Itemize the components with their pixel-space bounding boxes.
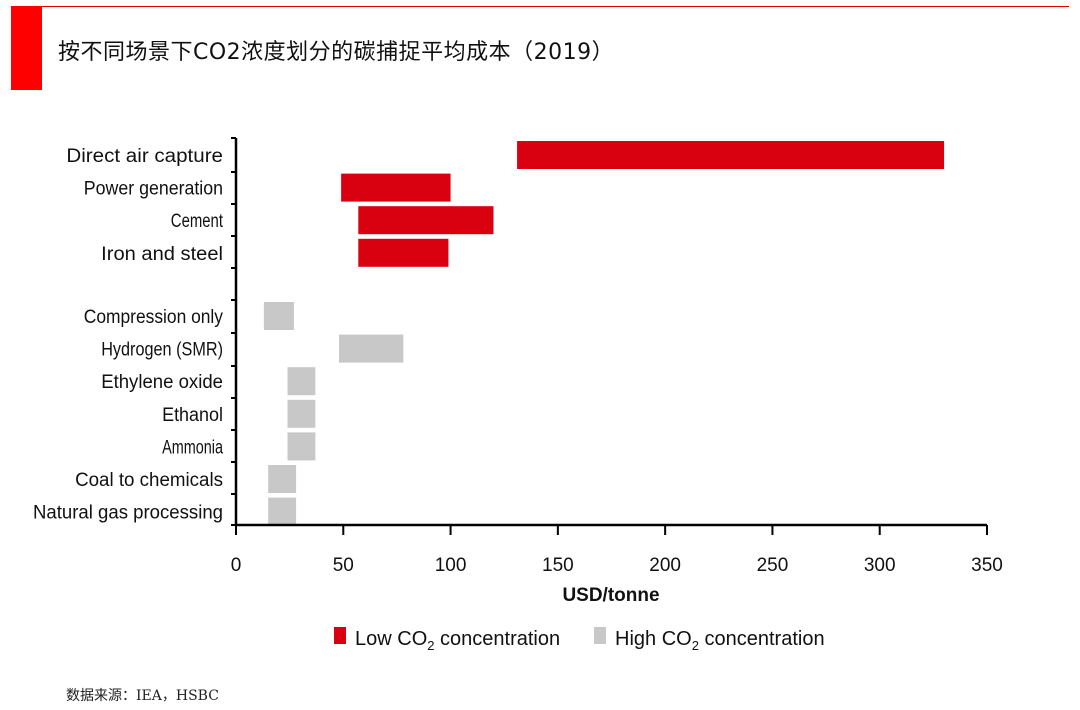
legend: Low CO2 concentration High CO2 concentrat…	[334, 627, 825, 653]
header-accent-block	[11, 6, 42, 90]
x-tick-label: 100	[435, 555, 467, 576]
legend-swatch-low	[334, 627, 346, 644]
bar-coal-to-chemicals	[268, 465, 297, 493]
category-label: Natural gas processing	[33, 503, 223, 524]
category-label: Direct air capture	[66, 146, 223, 167]
bar-cement	[358, 206, 494, 235]
header-top-line	[11, 6, 1069, 7]
category-label: Ethanol	[162, 405, 223, 426]
category-label: Hydrogen (SMR)	[101, 340, 223, 361]
x-axis-label: USD/tonne	[562, 585, 659, 606]
bar-compression-only	[263, 302, 294, 330]
x-tick-label: 0	[231, 555, 242, 576]
source-note: 数据来源：IEA，HSBC	[66, 688, 219, 704]
x-tick-label: 300	[864, 555, 896, 576]
category-label: Power generation	[84, 179, 223, 200]
bar-ethanol	[287, 399, 316, 428]
bar-direct-air-capture	[517, 141, 945, 169]
legend-label-high: High CO2 concentration	[615, 628, 825, 653]
bar-iron-and-steel	[358, 238, 449, 267]
bar-natural-gas-processing	[268, 497, 297, 526]
category-label: Compression only	[84, 307, 224, 328]
category-label: Cement	[171, 211, 224, 232]
bar-power-generation	[341, 173, 451, 202]
legend-label-low: Low CO2 concentration	[355, 628, 560, 653]
x-tick-label: 200	[649, 555, 681, 576]
x-tick-label: 50	[333, 555, 354, 576]
x-tick-label: 250	[757, 555, 789, 576]
x-tick-label: 350	[971, 555, 1003, 576]
bar-hydrogen-smr	[338, 334, 404, 363]
bars-group	[263, 141, 945, 526]
category-label: Ethylene oxide	[101, 372, 223, 393]
bar-ammonia	[287, 432, 316, 461]
labels-group: Direct air capture Power generation Cement…	[33, 146, 224, 524]
page-title: 按不同场景下CO2浓度划分的碳捕捉平均成本（2019）	[58, 40, 615, 65]
axes-group: 0 50 100 150 200 250 300 350	[231, 137, 1003, 576]
bar-ethylene-oxide	[287, 367, 316, 396]
legend-swatch-high	[594, 627, 606, 644]
x-tick-label: 150	[542, 555, 574, 576]
category-label: Ammonia	[162, 437, 223, 458]
category-label: Iron and steel	[101, 244, 223, 265]
category-label: Coal to chemicals	[75, 470, 223, 491]
